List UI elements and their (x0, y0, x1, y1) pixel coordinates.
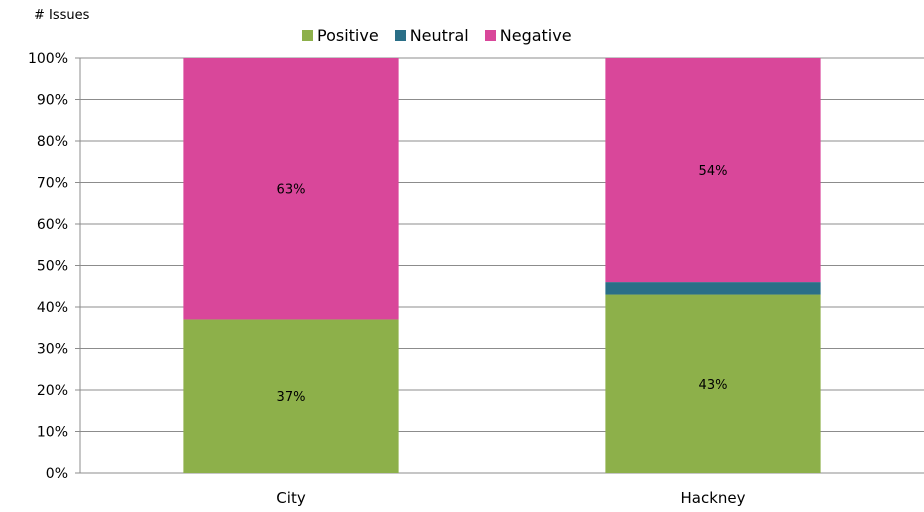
y-tick-label: 80% (37, 134, 68, 150)
bar-positive-city (183, 319, 399, 473)
x-tick-label-hackney: Hackney (680, 489, 745, 507)
y-tick-label: 60% (37, 217, 68, 233)
y-tick-label: 90% (37, 93, 68, 109)
y-tick-label: 30% (37, 342, 68, 358)
bar-neutral-hackney (605, 282, 821, 295)
legend-item-positive: Positive (302, 26, 379, 45)
y-tick-label: 70% (37, 176, 68, 192)
y-tick-label: 50% (37, 259, 68, 275)
legend-label-neutral: Neutral (409, 26, 469, 45)
y-tick-label: 40% (37, 300, 68, 316)
legend-label-negative: Negative (499, 26, 572, 45)
y-tick-label: 20% (37, 383, 68, 399)
data-label-negative-city: 63% (277, 183, 306, 198)
legend-swatch-positive (302, 30, 313, 41)
legend-label-positive: Positive (317, 26, 379, 45)
data-label-positive-city: 37% (277, 390, 306, 405)
data-label-positive-hackney: 43% (699, 378, 728, 393)
legend-item-negative: Negative (484, 26, 572, 45)
legend-item-neutral: Neutral (394, 26, 469, 45)
data-label-negative-hackney: 54% (699, 164, 728, 179)
legend: Positive Neutral Negative (302, 26, 572, 45)
y-tick-label: 10% (37, 425, 68, 441)
bar-negative-hackney (605, 58, 821, 283)
x-tick-label-city: City (276, 489, 306, 507)
y-tick-label: 0% (46, 466, 68, 482)
bar-positive-hackney (605, 294, 821, 473)
y-axis-title: # Issues (34, 8, 90, 23)
legend-swatch-negative (484, 30, 496, 41)
legend-swatch-neutral (394, 30, 406, 41)
bar-negative-city (183, 58, 399, 320)
y-tick-label: 100% (28, 51, 68, 67)
